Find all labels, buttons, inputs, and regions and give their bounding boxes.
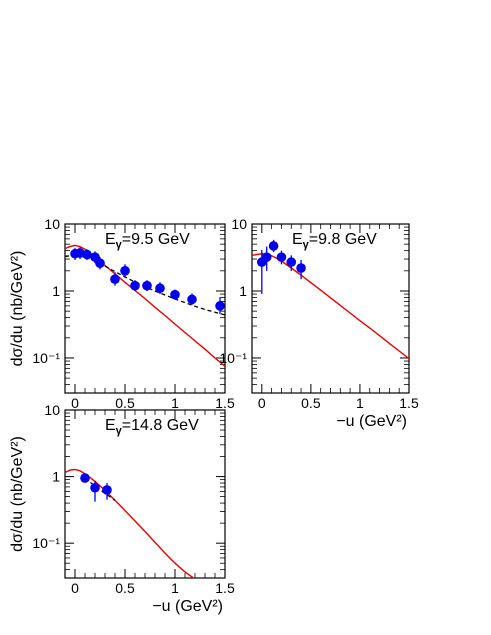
chart-panel-2: 10 1 10⁻¹ 0 0.5 1 1.5 Eγ=9.8 GeV −u (GeV²)	[219, 216, 419, 430]
panel-title: Eγ=9.8 GeV	[292, 231, 377, 251]
title-subscript: γ	[116, 425, 123, 437]
plot-area	[65, 244, 225, 367]
y-tick-label: 10⁻¹	[32, 535, 60, 551]
data-point	[120, 266, 130, 276]
x-tick-label: 0.5	[115, 580, 135, 596]
panel-title: Eγ=9.5 GeV	[105, 231, 190, 251]
y-axis-label: dσ/du (nb/GeV²)	[9, 436, 26, 552]
x-tick-label: 0	[71, 395, 79, 411]
data-point	[276, 252, 287, 262]
title-energy: =14.8 GeV	[122, 417, 199, 434]
data-point	[95, 258, 105, 268]
data-point	[155, 283, 165, 294]
x-tick-label: 1.5	[215, 580, 235, 596]
data-point	[170, 289, 180, 300]
title-e: E	[292, 231, 303, 248]
y-tick-label: 10	[231, 216, 247, 232]
dashed-curve	[84, 477, 116, 501]
title-energy: =9.8 GeV	[309, 231, 377, 248]
y-tick-label: 10	[44, 402, 60, 418]
model-curve	[252, 252, 409, 360]
chart-panel-1: 10 1 10⁻¹ 0 0.5 1 1.5 Eγ=9.5 GeV dσ/du (nb/GeV²)	[9, 216, 235, 411]
x-tick-label: 0	[258, 395, 266, 411]
x-tick-label: 0.5	[115, 395, 135, 411]
data-point	[82, 249, 92, 260]
chart-panel-3: 10 1 10⁻¹ 0 0.5 1 1.5 Eγ=14.8 GeV dσ/du (nb/GeV²…	[9, 402, 235, 615]
model-curve	[65, 244, 225, 367]
x-tick-label: 1.5	[215, 395, 235, 411]
title-subscript: γ	[116, 239, 123, 251]
data-point	[286, 257, 297, 267]
data-point	[268, 241, 279, 251]
data-point	[110, 274, 120, 284]
x-tick-label: 1	[171, 395, 179, 411]
x-tick-label: 0	[71, 580, 79, 596]
plot-area	[65, 468, 195, 578]
x-tick-label: 1	[356, 395, 364, 411]
x-tick-label: 1.5	[399, 395, 419, 411]
plot-frame	[64, 409, 226, 579]
data-point	[90, 482, 100, 493]
y-tick-label: 1	[239, 283, 247, 299]
data-point	[142, 280, 152, 291]
x-tick-label: 0.5	[301, 395, 321, 411]
panel-title: Eγ=14.8 GeV	[105, 417, 199, 437]
model-curve	[65, 468, 195, 578]
x-axis-label: −u (GeV²)	[152, 598, 223, 615]
data-point	[102, 485, 112, 495]
title-e: E	[105, 417, 116, 434]
data-point	[296, 263, 306, 273]
plot-area	[252, 239, 409, 360]
title-energy: =9.5 GeV	[122, 231, 190, 248]
x-axis-label: −u (GeV²)	[336, 413, 407, 430]
y-tick-label: 10⁻¹	[219, 350, 247, 366]
data-point	[130, 280, 140, 291]
y-tick-label: 1	[52, 469, 60, 485]
data-point	[187, 294, 197, 305]
x-tick-label: 1	[171, 580, 179, 596]
y-tick-label: 1	[52, 283, 60, 299]
y-tick-label: 10	[44, 216, 60, 232]
data-point	[261, 252, 272, 262]
data-point	[80, 473, 90, 483]
title-e: E	[105, 231, 116, 248]
y-axis-label: dσ/du (nb/GeV²)	[9, 251, 26, 367]
y-tick-label: 10⁻¹	[32, 350, 60, 366]
title-subscript: γ	[303, 239, 310, 251]
data-point	[215, 301, 225, 311]
